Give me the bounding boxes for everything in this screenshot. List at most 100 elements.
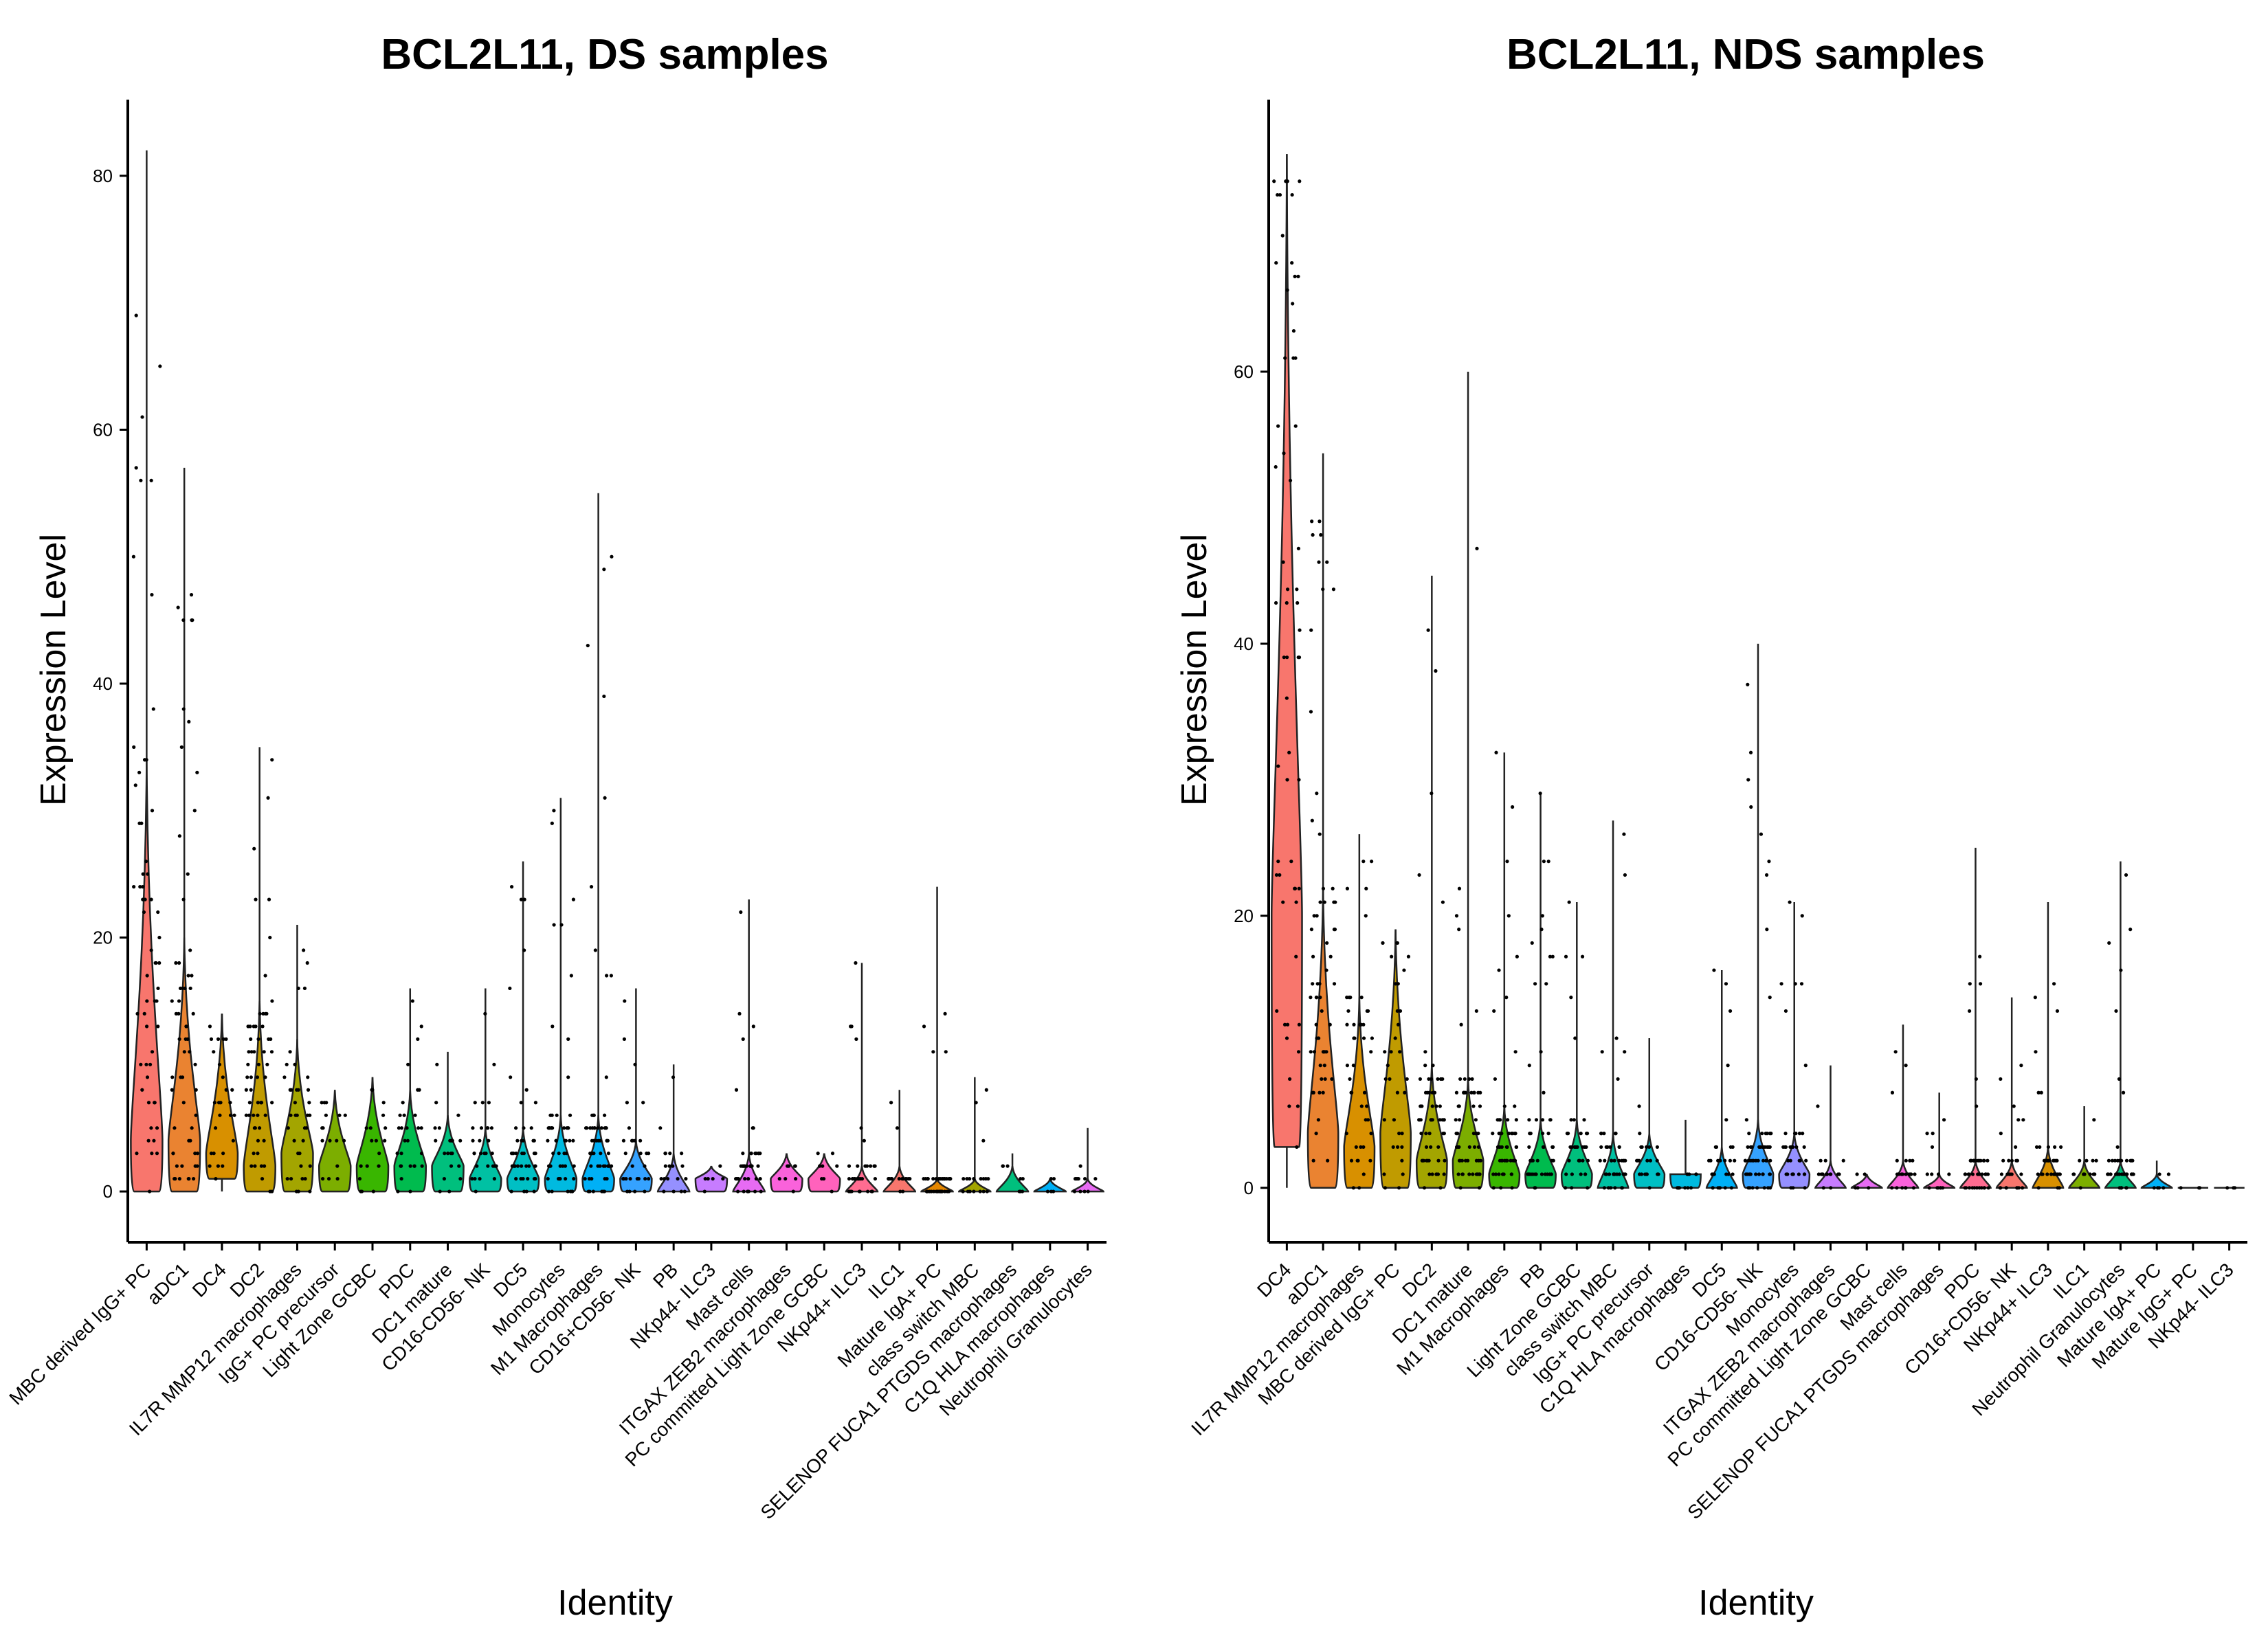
jitter-point: [457, 1164, 461, 1168]
jitter-point: [1370, 1036, 1374, 1040]
jitter-point: [671, 1075, 676, 1079]
jitter-point: [1296, 601, 1300, 605]
jitter-point: [1913, 1172, 1917, 1176]
jitter-point: [486, 1164, 490, 1168]
jitter-point: [1620, 1186, 1625, 1190]
jitter-point: [1317, 1036, 1321, 1040]
jitter-point: [398, 1113, 402, 1117]
jitter-point: [1434, 1104, 1438, 1108]
jitter-point: [489, 1126, 494, 1130]
violin-body: [1923, 1174, 1956, 1189]
jitter-point: [157, 961, 162, 965]
jitter-point: [245, 1075, 249, 1079]
violin-body: [1415, 1065, 1448, 1189]
jitter-point: [178, 986, 183, 991]
jitter-point: [1093, 1177, 1098, 1181]
jitter-point: [515, 1138, 520, 1143]
jitter-point: [190, 1126, 194, 1130]
jitter-point: [1541, 1132, 1545, 1136]
jitter-point: [1908, 1158, 1912, 1163]
jitter-point: [1328, 1022, 1332, 1027]
jitter-point: [1466, 1158, 1470, 1163]
jitter-point: [416, 1126, 421, 1130]
jitter-point: [1510, 1186, 1514, 1190]
jitter-point: [1786, 1158, 1790, 1163]
jitter-point: [590, 1177, 594, 1181]
jitter-point: [676, 1177, 680, 1181]
jitter-point: [134, 313, 138, 317]
jitter-point: [526, 1177, 530, 1181]
jitter-point: [1497, 1172, 1501, 1176]
jitter-point: [659, 1177, 663, 1181]
jitter-point: [1289, 860, 1293, 864]
jitter-point: [922, 1177, 926, 1181]
jitter-point: [2004, 1186, 2008, 1190]
jitter-point: [1278, 192, 1282, 197]
jitter-point: [2057, 1186, 2062, 1190]
jitter-point: [1321, 1090, 1325, 1095]
jitter-point: [1474, 1118, 1478, 1122]
jitter-point: [592, 1138, 596, 1143]
jitter-point: [1801, 1132, 1805, 1136]
jitter-point: [1315, 914, 1319, 918]
jitter-point: [131, 554, 135, 559]
jitter-point: [1298, 179, 1302, 183]
jitter-point: [268, 935, 272, 940]
jitter-point: [419, 1152, 424, 1156]
jitter-point: [1746, 1172, 1750, 1176]
jitter-point: [438, 1189, 442, 1193]
jitter-point: [406, 1062, 410, 1066]
jitter-point: [741, 1164, 745, 1168]
jitter-point: [510, 1164, 514, 1168]
jitter-point: [1728, 1145, 1733, 1149]
jitter-point: [1478, 1172, 1482, 1176]
jitter-point: [1569, 1118, 1573, 1122]
jitter-point: [1781, 1145, 1786, 1149]
y-tick-label: 0: [1244, 1178, 1254, 1198]
jitter-point: [985, 1189, 989, 1193]
jitter-point: [869, 1189, 874, 1193]
violin-pb: [1524, 792, 1557, 1190]
axes: 0 20 40 60 80: [93, 100, 1107, 1250]
jitter-point: [521, 1177, 525, 1181]
jitter-point: [326, 1177, 331, 1181]
violin-mast-cells: [1887, 1024, 1920, 1190]
jitter-point: [1794, 1132, 1798, 1136]
jitter-point: [292, 1138, 296, 1143]
violin-neutrophil-granulocytes: [1071, 1128, 1104, 1193]
jitter-point: [1287, 750, 1291, 754]
violin-mbc-derived-igg-pc: [130, 150, 164, 1193]
jitter-point: [179, 745, 184, 749]
jitter-point: [1351, 1064, 1355, 1068]
jitter-point: [1768, 1158, 1772, 1163]
jitter-point: [472, 1152, 476, 1156]
jitter-point: [153, 999, 157, 1003]
violin-selenop-fuca1-ptgds-macrophages: [995, 1153, 1030, 1193]
jitter-point: [1942, 1118, 1946, 1122]
jitter-point: [1546, 860, 1550, 864]
jitter-point: [1276, 424, 1280, 428]
jitter-point: [1474, 1009, 1478, 1013]
jitter-point: [592, 1152, 596, 1156]
jitter-point: [479, 1152, 483, 1156]
jitter-point: [270, 999, 274, 1003]
jitter-point: [658, 1126, 663, 1130]
jitter-point: [443, 1152, 447, 1156]
jitter-point: [1005, 1164, 1010, 1168]
jitter-point: [1438, 1104, 1442, 1108]
jitter-point: [739, 910, 743, 915]
violin-nkp44-ilc3: [2032, 902, 2065, 1190]
jitter-point: [2008, 1172, 2012, 1176]
jitter-point: [254, 1024, 258, 1029]
jitter-point: [663, 1152, 667, 1156]
jitter-point: [156, 986, 160, 991]
jitter-point: [1078, 1164, 1082, 1168]
jitter-point: [1509, 1132, 1514, 1136]
jitter-point: [627, 1126, 632, 1130]
jitter-point: [1344, 1132, 1348, 1136]
jitter-point: [1837, 1172, 1841, 1176]
jitter-point: [546, 1138, 550, 1143]
jitter-point: [255, 1075, 260, 1079]
jitter-point: [195, 1152, 200, 1156]
jitter-point: [252, 1126, 256, 1130]
